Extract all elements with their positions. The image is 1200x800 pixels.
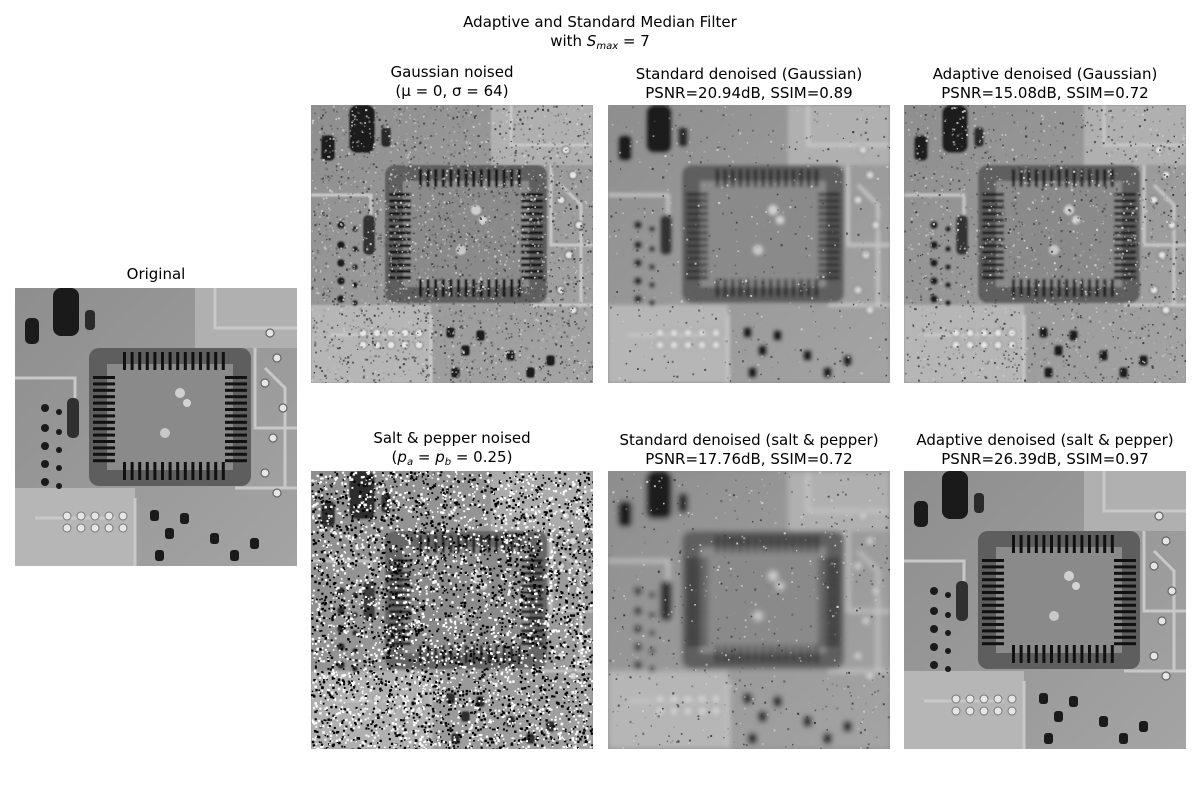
standard-saltpepper-title-line2: PSNR=17.76dB, SSIM=0.72 (645, 450, 853, 468)
adaptive-saltpepper-title-line1: Adaptive denoised (salt & pepper) (916, 431, 1174, 449)
standard-saltpepper-image (608, 471, 890, 749)
figure-title-line2: with Smax = 7 (0, 32, 1200, 52)
adaptive-saltpepper-image (904, 471, 1186, 749)
standard-gaussian-title-line2: PSNR=20.94dB, SSIM=0.89 (645, 84, 853, 102)
adaptive-saltpepper-title-line2: PSNR=26.39dB, SSIM=0.97 (941, 450, 1149, 468)
gaussian-noised-title: Gaussian noised (μ = 0, σ = 64) (311, 63, 593, 101)
sp-sub-a: a (406, 457, 414, 468)
standard-saltpepper-title-line1: Standard denoised (salt & pepper) (619, 431, 879, 449)
original-image-svg (15, 288, 297, 566)
standard-gaussian-image (608, 105, 890, 383)
original-title-text: Original (126, 265, 186, 283)
adaptive-gaussian-image (904, 105, 1186, 383)
sp-pb: p (435, 448, 445, 466)
standard-gaussian-image-svg (608, 105, 890, 383)
figure-title-line1: Adaptive and Standard Median Filter (463, 13, 737, 31)
saltpepper-noised-title-line1: Salt & pepper noised (373, 429, 531, 447)
standard-saltpepper-image-svg (608, 471, 890, 749)
adaptive-saltpepper-title: Adaptive denoised (salt & pepper) PSNR=2… (894, 431, 1196, 469)
gaussian-noised-title-line2: (μ = 0, σ = 64) (395, 82, 509, 100)
gaussian-noised-image (311, 105, 593, 383)
gaussian-noised-image-svg (311, 105, 593, 383)
saltpepper-noised-title-line2: (pa = pb = 0.25) (311, 448, 593, 468)
adaptive-gaussian-title-line1: Adaptive denoised (Gaussian) (932, 65, 1158, 83)
saltpepper-noised-title: Salt & pepper noised (pa = pb = 0.25) (311, 429, 593, 468)
standard-gaussian-title-line1: Standard denoised (Gaussian) (635, 65, 863, 83)
sp-value: = 0.25) (451, 448, 513, 466)
saltpepper-noised-image (311, 471, 593, 749)
adaptive-saltpepper-image-svg (904, 471, 1186, 749)
adaptive-gaussian-title-line2: PSNR=15.08dB, SSIM=0.72 (941, 84, 1149, 102)
sp-open: ( (391, 448, 398, 466)
adaptive-gaussian-title: Adaptive denoised (Gaussian) PSNR=15.08d… (904, 65, 1186, 103)
figure-title-sub: max (596, 41, 619, 52)
figure-title-var: S (586, 32, 597, 50)
sp-pa: p (397, 448, 407, 466)
figure-title-prefix: with (550, 32, 587, 50)
original-image (15, 288, 297, 566)
sp-sub-b: b (444, 457, 452, 468)
original-title: Original (15, 265, 297, 284)
figure-title-suffix: = 7 (618, 32, 650, 50)
standard-gaussian-title: Standard denoised (Gaussian) PSNR=20.94d… (608, 65, 890, 103)
gaussian-noised-title-line1: Gaussian noised (390, 63, 514, 81)
figure-title: Adaptive and Standard Median Filter with… (0, 13, 1200, 52)
sp-eq: = (413, 448, 436, 466)
adaptive-gaussian-image-svg (904, 105, 1186, 383)
saltpepper-noised-image-svg (311, 471, 593, 749)
standard-saltpepper-title: Standard denoised (salt & pepper) PSNR=1… (598, 431, 900, 469)
